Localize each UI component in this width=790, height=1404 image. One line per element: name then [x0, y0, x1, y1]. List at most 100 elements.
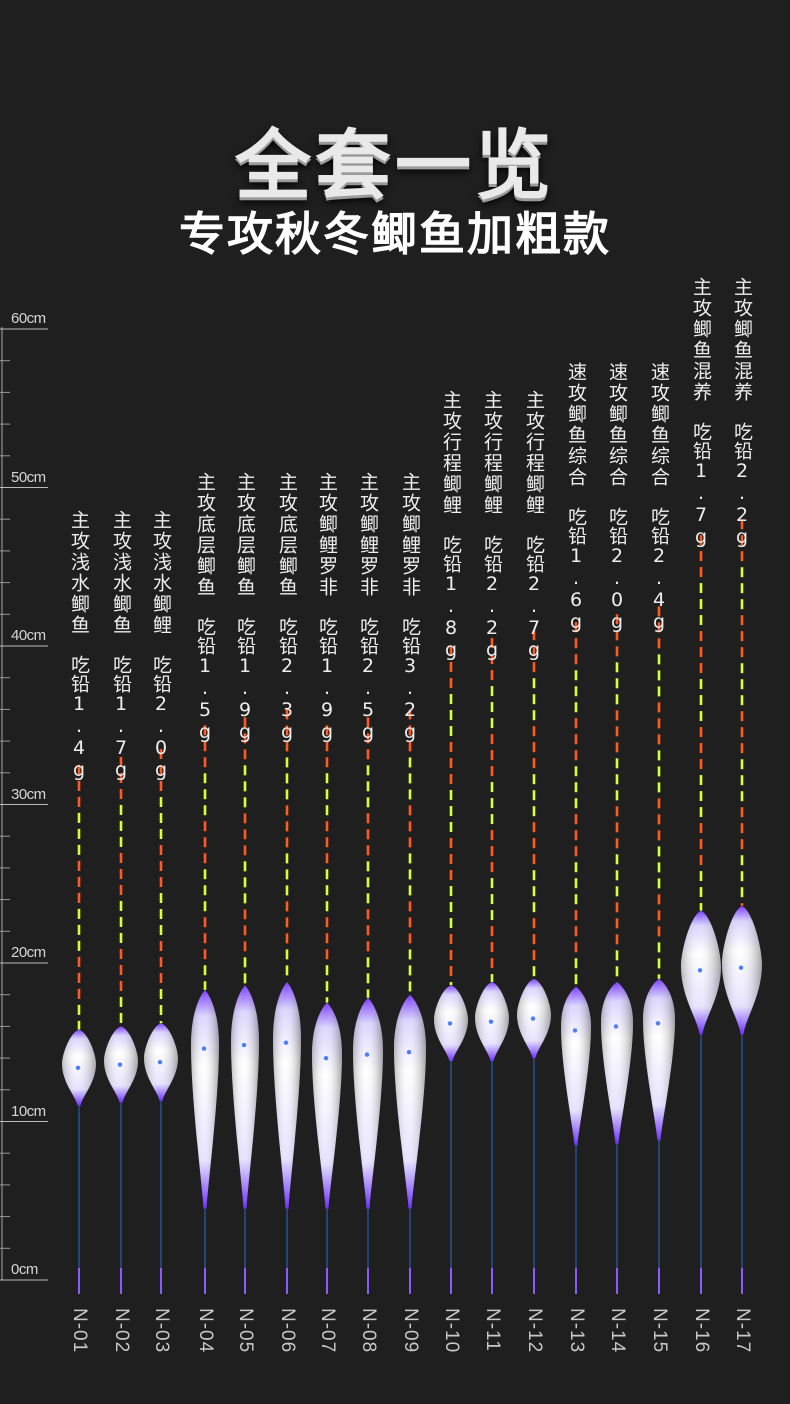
float-17-code: N-17: [732, 1308, 753, 1354]
float-body-shade: [394, 994, 426, 1209]
float-14: [601, 614, 633, 1294]
float-03: [144, 749, 178, 1294]
float-14-code: N-14: [607, 1308, 628, 1354]
float-logo-dot: [738, 965, 744, 970]
float-logo-dot: [697, 968, 703, 973]
float-15-weight: 吃铅2.4g: [648, 507, 670, 633]
float-body-shade: [722, 905, 762, 1035]
float-11: [475, 638, 509, 1294]
float-09: [394, 709, 426, 1294]
float-01-weight: 吃铅1.4g: [68, 655, 90, 781]
float-07-weight: 吃铅1.9g: [316, 617, 338, 743]
float-17: [722, 519, 762, 1294]
float-04-weight: 吃铅1.5g: [194, 617, 216, 743]
float-02: [104, 756, 138, 1294]
float-03-code: N-03: [151, 1308, 172, 1354]
float-16-weight: 吃铅1.7g: [690, 422, 712, 548]
float-07-code: N-07: [317, 1308, 338, 1354]
float-13-description: 速攻鲫鱼综合: [565, 362, 587, 488]
ruler-label-30cm: 30cm: [11, 785, 46, 803]
float-02-description: 主攻浅水鲫鱼: [110, 510, 132, 636]
page-subtitle: 专攻秋冬鲫鱼加粗款: [179, 207, 611, 261]
float-04-description: 主攻底层鲫鱼: [194, 472, 216, 598]
float-14-weight: 吃铅2.0g: [606, 507, 628, 633]
float-10-description: 主攻行程鲫鲤: [440, 390, 462, 516]
float-10-weight: 吃铅1.8g: [440, 535, 462, 661]
float-body-shade: [191, 989, 219, 1209]
float-06-code: N-06: [277, 1308, 298, 1354]
float-logo-dot: [572, 1028, 578, 1033]
float-04: [191, 725, 219, 1294]
float-body-shade: [273, 982, 301, 1209]
float-13-code: N-13: [566, 1308, 587, 1354]
float-logo-dot: [241, 1042, 247, 1048]
ruler-label-50cm: 50cm: [11, 468, 46, 486]
float-05: [231, 717, 259, 1294]
float-logo-dot: [406, 1049, 412, 1055]
float-logo-dot: [117, 1062, 123, 1067]
float-08-description: 主攻鲫鲤罗非: [357, 472, 379, 598]
float-05-weight: 吃铅1.9g: [234, 617, 256, 743]
float-08: [353, 717, 383, 1294]
ruler-label-0cm: 0cm: [11, 1261, 38, 1278]
float-body-shade: [561, 986, 591, 1146]
float-body-shade: [681, 910, 721, 1035]
float-17-weight: 吃铅2.2g: [731, 422, 753, 548]
float-08-weight: 吃铅2.5g: [357, 617, 379, 743]
float-06-weight: 吃铅2.3g: [276, 617, 298, 743]
float-logo-dot: [530, 1016, 536, 1021]
float-15-description: 速攻鲫鱼综合: [648, 362, 670, 488]
float-09-description: 主攻鲫鲤罗非: [399, 472, 421, 598]
ruler-label-60cm: 60cm: [11, 310, 46, 327]
float-06-description: 主攻底层鲫鱼: [276, 472, 298, 598]
float-body-shade: [601, 982, 633, 1144]
float-10: [434, 646, 468, 1294]
cm-ruler: 60cm 50cm 40cm 30cm 20cm 10cm 0cm: [0, 0, 60, 1400]
float-02-code: N-02: [111, 1308, 132, 1354]
float-08-code: N-08: [358, 1308, 379, 1354]
ruler-ticks: [0, 327, 48, 1281]
float-12-code: N-12: [524, 1308, 545, 1354]
float-11-weight: 吃铅2.2g: [481, 535, 503, 661]
float-01-description: 主攻浅水鲫鱼: [68, 510, 90, 636]
ruler-label-40cm: 40cm: [11, 627, 46, 644]
float-11-description: 主攻行程鲫鲤: [481, 390, 503, 516]
float-12-weight: 吃铅2.7g: [523, 535, 545, 661]
float-07: [312, 725, 342, 1294]
float-logo-dot: [283, 1040, 289, 1045]
ruler-label-10cm: 10cm: [11, 1102, 46, 1120]
float-06: [273, 709, 301, 1294]
float-logo-dot: [488, 1019, 494, 1024]
float-12: [517, 630, 551, 1294]
float-logo-dot: [364, 1052, 370, 1057]
float-16: [681, 535, 721, 1294]
float-03-weight: 吃铅2.0g: [150, 655, 172, 781]
float-13: [561, 622, 591, 1294]
float-15-code: N-15: [649, 1308, 670, 1354]
float-logo-dot: [655, 1021, 661, 1026]
float-logo-dot: [447, 1021, 453, 1026]
float-04-code: N-04: [195, 1308, 216, 1354]
float-16-code: N-16: [691, 1308, 712, 1354]
float-12-description: 主攻行程鲫鲤: [523, 390, 545, 516]
float-16-description: 主攻鲫鱼混养: [690, 277, 712, 403]
float-01: [62, 764, 96, 1294]
float-logo-dot: [157, 1059, 163, 1065]
float-logo-dot: [201, 1046, 207, 1051]
float-logo-dot: [323, 1055, 329, 1061]
float-02-weight: 吃铅1.7g: [110, 655, 132, 781]
float-17-description: 主攻鲫鱼混养: [731, 277, 753, 403]
float-01-code: N-01: [69, 1308, 90, 1354]
float-logo-dot: [75, 1065, 81, 1071]
float-body-shade: [353, 997, 383, 1209]
float-14-description: 速攻鲫鱼综合: [606, 362, 628, 488]
page-title: 全套一览: [235, 121, 555, 210]
ruler-label-20cm: 20cm: [11, 944, 46, 961]
float-body-shade: [643, 978, 675, 1141]
float-05-code: N-05: [235, 1308, 256, 1354]
float-15: [643, 606, 675, 1294]
float-13-weight: 吃铅1.6g: [565, 507, 587, 633]
float-09-weight: 吃铅3.2g: [399, 617, 421, 743]
